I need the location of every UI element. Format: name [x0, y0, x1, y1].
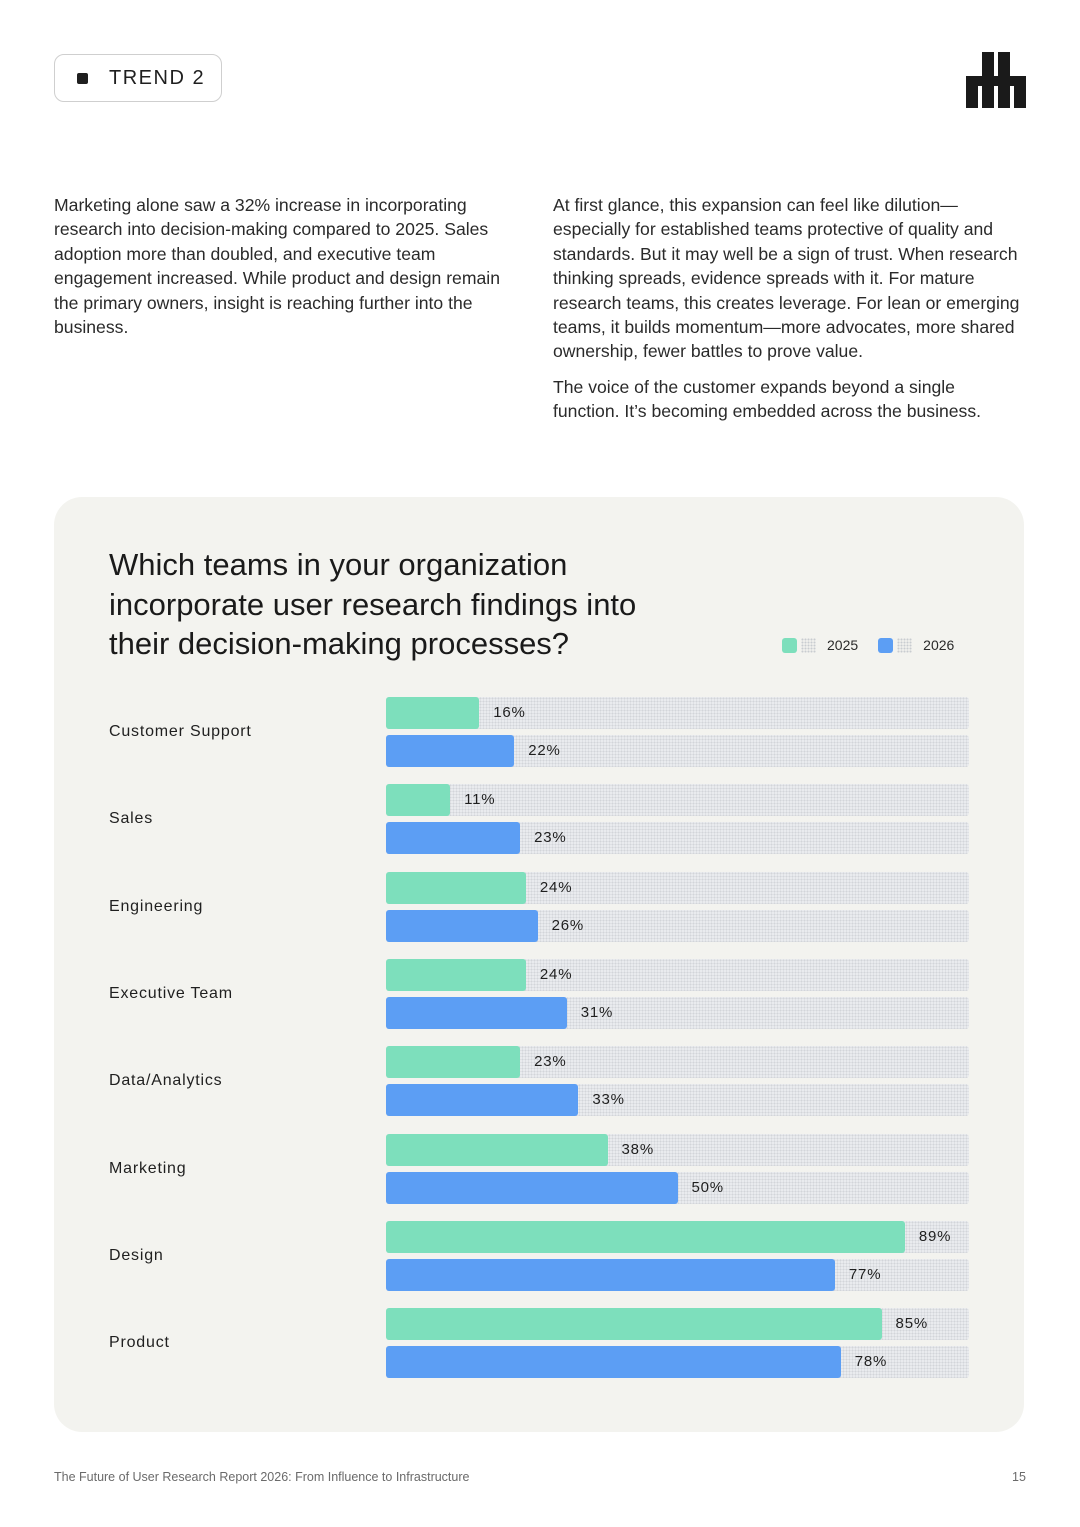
value-label-2025: 23%: [534, 1053, 567, 1071]
bar-2026: [386, 822, 521, 855]
bar-track-2026: 50%: [386, 1171, 969, 1204]
bar-track-2026: 33%: [386, 1084, 969, 1117]
legend-hatch: [801, 637, 816, 653]
intro-paragraph: Marketing alone saw a 32% increase in in…: [54, 195, 500, 338]
value-label-2025: 85%: [895, 1315, 928, 1333]
bar-track-2025: 38%: [386, 1133, 969, 1166]
bar-group-marketing: Marketing 38% 50%: [109, 1133, 969, 1206]
value-label-2025: 16%: [493, 704, 526, 721]
value-label-2026: 77%: [848, 1265, 882, 1283]
value-label-2025: 38%: [621, 1140, 654, 1158]
bar-2026: [386, 1171, 678, 1204]
bar-track-2025: 11%: [386, 784, 969, 817]
bar-2025: [386, 1133, 608, 1166]
value-label-2025: 11%: [464, 791, 496, 809]
bar-track-2026: 77%: [386, 1258, 969, 1291]
category-label: Engineering: [109, 897, 204, 915]
footer-title: The Future of User Research Report 2026:…: [54, 1470, 470, 1484]
bar-2025: [386, 697, 480, 729]
chart-title: Which teams in your organization incorpo…: [109, 547, 637, 661]
value-label-2025: 24%: [539, 965, 573, 983]
bar-2026: [386, 1258, 835, 1291]
bar-track-2025: 16%: [386, 697, 969, 729]
bar-2025: [386, 1046, 521, 1079]
value-label-2025: 24%: [539, 878, 573, 896]
legend-hatch: [897, 637, 913, 653]
category-label: Executive Team: [109, 984, 233, 1002]
bar-track-2025: 89%: [386, 1220, 969, 1253]
bar-2026: [386, 909, 538, 942]
bar-group-design: Design 89% 77%: [109, 1220, 969, 1293]
bar-2025: [386, 1308, 882, 1341]
value-label-2026: 23%: [534, 829, 567, 847]
square-bullet-icon: [77, 72, 88, 84]
bar-group-executive-team: Executive Team 24% 31%: [109, 958, 969, 1031]
bar-group-product: Product 85% 78%: [109, 1308, 969, 1380]
chart-legend: 2025 2026: [782, 637, 974, 653]
category-label: Customer Support: [109, 723, 252, 740]
category-label: Product: [109, 1334, 170, 1352]
bar-2026: [386, 1084, 579, 1117]
bar-2025: [386, 1220, 905, 1253]
value-label-2026: 33%: [592, 1091, 625, 1109]
chart-card: Which teams in your organization incorpo…: [54, 497, 1024, 1432]
category-label: Data/Analytics: [109, 1072, 223, 1090]
bar-track-2025: 24%: [386, 871, 969, 904]
bar-2025: [386, 958, 526, 991]
bar-track-2026: 26%: [386, 909, 969, 942]
bar-2025: [386, 871, 526, 904]
category-label: Marketing: [109, 1159, 187, 1177]
legend-item-2025: 2025: [782, 637, 858, 653]
page-number: 15: [1012, 1470, 1026, 1484]
bar-2026: [386, 1346, 841, 1379]
bar-track-2026: 78%: [386, 1346, 969, 1379]
trend-label: TREND 2: [109, 66, 206, 89]
legend-item-2026: 2026: [878, 637, 954, 653]
bar-group-data-analytics: Data/Analytics 23% 33%: [109, 1046, 969, 1118]
bar-group-customer-support: Customer Support 16% 22%: [109, 697, 969, 769]
bar-group-sales: Sales 11% 23%: [109, 784, 969, 856]
value-label-2026: 22%: [528, 742, 561, 759]
value-label-2025: 89%: [918, 1227, 952, 1245]
bar-2025: [386, 784, 451, 817]
intro-column-right: At first glance, this expansion can feel…: [553, 193, 1023, 435]
bar-track-2026: 23%: [386, 822, 969, 855]
bar-2026: [386, 735, 515, 767]
value-label-2026: 31%: [580, 1003, 614, 1021]
legend-label-2025: 2025: [827, 637, 859, 653]
trust-paragraph: At first glance, this expansion can feel…: [553, 195, 1020, 362]
legend-label-2026: 2026: [923, 637, 955, 653]
trend-badge: TREND 2: [54, 54, 222, 102]
bar-track-2025: 23%: [386, 1046, 969, 1079]
legend-swatch-2025: [782, 637, 797, 653]
category-label: Design: [109, 1246, 164, 1264]
bar-track-2025: 85%: [386, 1308, 969, 1341]
bar-group-engineering: Engineering 24% 26%: [109, 871, 969, 944]
brand-logo-icon: [966, 52, 1026, 108]
bar-track-2025: 24%: [386, 958, 969, 991]
value-label-2026: 26%: [551, 916, 585, 934]
value-label-2026: 50%: [691, 1178, 724, 1196]
voice-paragraph: The voice of the customer expands beyond…: [553, 376, 982, 422]
value-label-2026: 78%: [854, 1353, 888, 1371]
bar-track-2026: 31%: [386, 996, 969, 1029]
intro-column-left: Marketing alone saw a 32% increase in in…: [54, 193, 524, 350]
bar-track-2026: 22%: [386, 735, 969, 767]
category-label: Sales: [109, 810, 154, 828]
bar-2026: [386, 996, 567, 1029]
legend-swatch-2026: [878, 637, 894, 653]
